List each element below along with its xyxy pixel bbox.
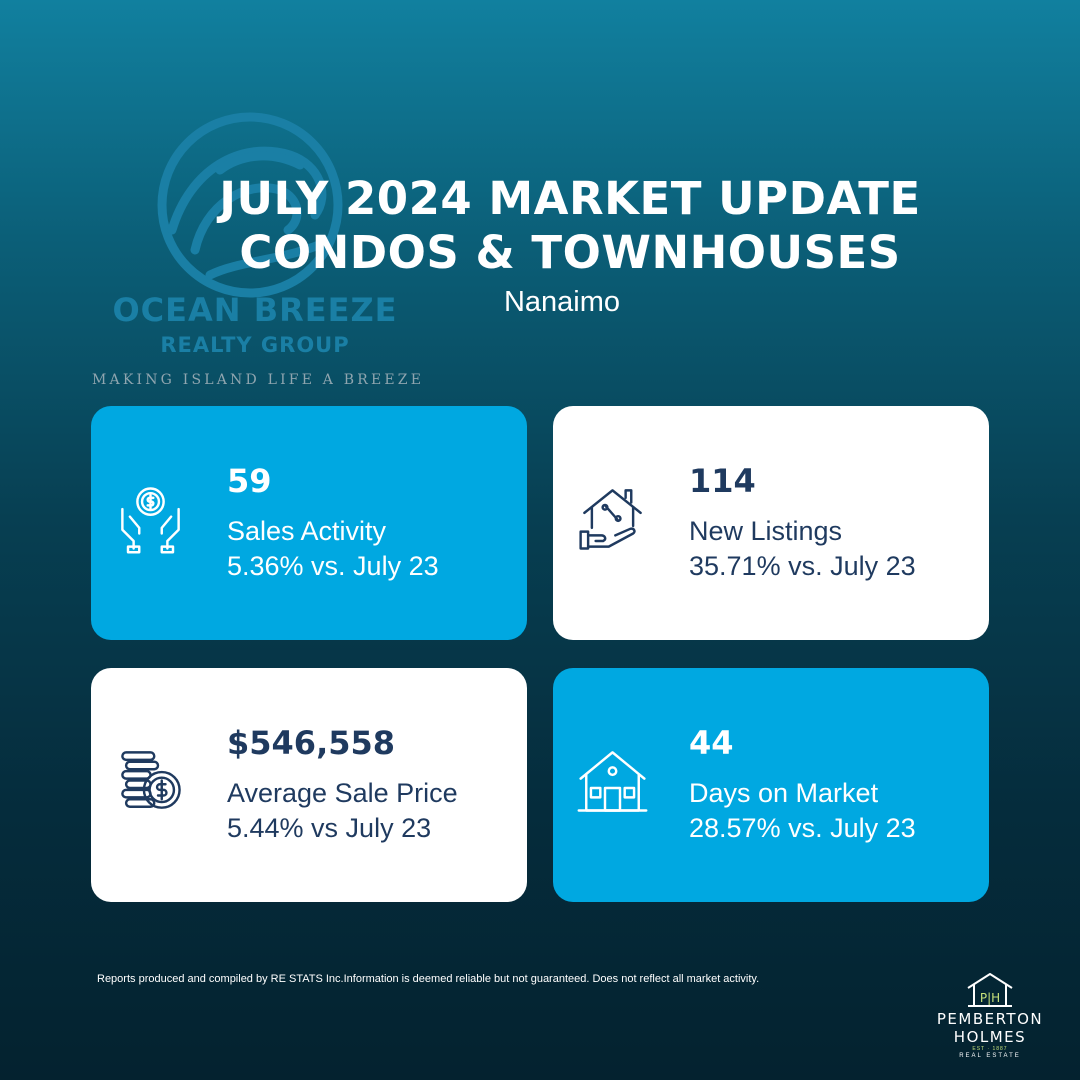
- card-new-listings: 114 New Listings 35.71% vs. July 23: [553, 406, 989, 640]
- title-line-2: CONDOS & TOWNHOUSES: [239, 226, 901, 279]
- card-change: 5.44% vs July 23: [227, 813, 432, 843]
- card-sales-activity: 59 Sales Activity 5.36% vs. July 23: [91, 406, 527, 640]
- ocean-breeze-wave-logo-icon: [157, 112, 343, 298]
- card-change: 35.71% vs. July 23: [689, 551, 916, 581]
- card-label: New Listings: [689, 516, 843, 546]
- house-icon: [577, 751, 648, 812]
- brand-line-2: HOLMES: [953, 1028, 1027, 1046]
- card-average-sale-price: $546,558 Average Sale Price 5.44% vs Jul…: [91, 668, 527, 902]
- brand-est: EST · 1887: [972, 1046, 1008, 1052]
- page-subtitle: Nanaimo: [503, 286, 621, 318]
- house-percent-hand-icon: [579, 489, 642, 550]
- hands-coin-icon: [121, 487, 180, 554]
- card-label: Average Sale Price: [227, 778, 458, 808]
- card-label: Days on Market: [689, 778, 879, 808]
- pemberton-holmes-house-icon: P|H: [967, 973, 1013, 1007]
- card-value: 44: [689, 724, 734, 762]
- coin-stack-icon: [121, 751, 181, 809]
- pemberton-holmes-logo: P|H PEMBERTON HOLMES EST · 1887 REAL EST…: [920, 970, 1060, 1070]
- card-value: 114: [689, 462, 756, 500]
- card-value: 59: [227, 462, 272, 500]
- title-line-1: JULY 2024 MARKET UPDATE: [219, 172, 921, 225]
- card-change: 28.57% vs. July 23: [689, 813, 916, 843]
- logo-sub: REALTY GROUP: [160, 333, 350, 357]
- brand-line-1: PEMBERTON: [936, 1010, 1044, 1028]
- card-days-on-market: 44 Days on Market 28.57% vs. July 23: [553, 668, 989, 902]
- card-change: 5.36% vs. July 23: [227, 551, 439, 581]
- brand-real-estate: REAL ESTATE: [959, 1053, 1021, 1059]
- pemberton-monogram: P|H: [980, 991, 1000, 1005]
- card-value: $546,558: [227, 724, 396, 762]
- card-label: Sales Activity: [227, 516, 387, 546]
- logo-tagline: MAKING ISLAND LIFE A BREEZE: [92, 372, 425, 388]
- page-title: JULY 2024 MARKET UPDATE CONDOS & TOWNHOU…: [170, 172, 970, 280]
- disclaimer: Reports produced and compiled by RE STAT…: [97, 973, 760, 985]
- logo-name: OCEAN BREEZE: [112, 291, 398, 329]
